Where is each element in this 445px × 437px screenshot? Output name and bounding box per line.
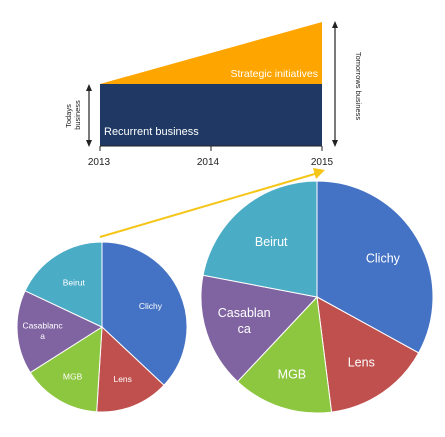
pie-slice-clichy: [316, 180, 434, 354]
pie-label-line: MGB: [278, 368, 306, 382]
pie-label-beirut: Beirut: [255, 235, 288, 249]
pie-slice-lens: [316, 296, 420, 413]
connector-arrowhead: [313, 168, 325, 179]
pie-chart-tomorrow: Clichy Lens MGB Casablan ca Beirut: [200, 180, 434, 414]
pie-label-line: Lens: [348, 356, 375, 370]
pie-label-line: Casablanc: [23, 320, 64, 330]
todays-business-line2: business: [73, 100, 82, 130]
pie-label-mgb: MGB: [278, 368, 306, 382]
pie-slice-clichy: [101, 241, 188, 386]
pie-slice-mgb: [236, 295, 333, 414]
pie-label-line: Beirut: [63, 278, 86, 288]
pie-label-clichy: Clichy: [366, 251, 401, 265]
pie-label-lens: Lens: [113, 374, 131, 384]
pie-slice-casablanca: [200, 274, 318, 383]
strategic-initiatives-area: [100, 22, 322, 84]
pie-label-line: Beirut: [255, 235, 288, 249]
pie-label-casablanca: Casablan ca: [218, 306, 271, 336]
pie-label-beirut: Beirut: [63, 278, 86, 288]
pie-label-line: Clichy: [139, 301, 163, 311]
pie-label-lens: Lens: [348, 356, 375, 370]
pie-slice-beirut: [202, 180, 318, 298]
todays-business-label: Todays business: [64, 100, 82, 130]
pie-label-line: a: [40, 331, 45, 341]
pie-slice-lens: [96, 325, 165, 413]
pie-label-line: MGB: [63, 372, 83, 382]
tomorrows-business-arrow: [332, 21, 338, 147]
pie-label-clichy: Clichy: [139, 301, 163, 311]
pie-label-line: ca: [238, 322, 251, 336]
connector-line: [99, 172, 319, 238]
recurrent-business-label: Recurrent business: [104, 126, 199, 138]
todays-business-arrow: [86, 84, 92, 147]
strategic-initiatives-label: Strategic initiatives: [230, 68, 318, 80]
growth-chart: Strategic initiatives Recurrent business…: [64, 21, 363, 168]
pie-slice-mgb: [29, 326, 103, 413]
tomorrows-business-label: Tomorrows business: [354, 52, 363, 121]
pie-label-line: Lens: [113, 374, 131, 384]
year-2013: 2013: [88, 157, 111, 168]
year-2014: 2014: [197, 157, 220, 168]
pie-label-line: Clichy: [366, 251, 401, 265]
pie-slice-casablanca: [16, 290, 104, 374]
year-2015: 2015: [311, 157, 334, 168]
todays-business-line1: Todays: [64, 104, 73, 128]
pie-label-line: Casablan: [218, 306, 271, 320]
pie-chart-today: Clichy Lens MGB Casablanc a Beirut: [16, 241, 188, 413]
pie-slice-beirut: [24, 241, 103, 328]
pie-label-mgb: MGB: [63, 372, 83, 382]
growth-connector: [99, 168, 325, 238]
recurrent-business-area: [100, 84, 322, 146]
